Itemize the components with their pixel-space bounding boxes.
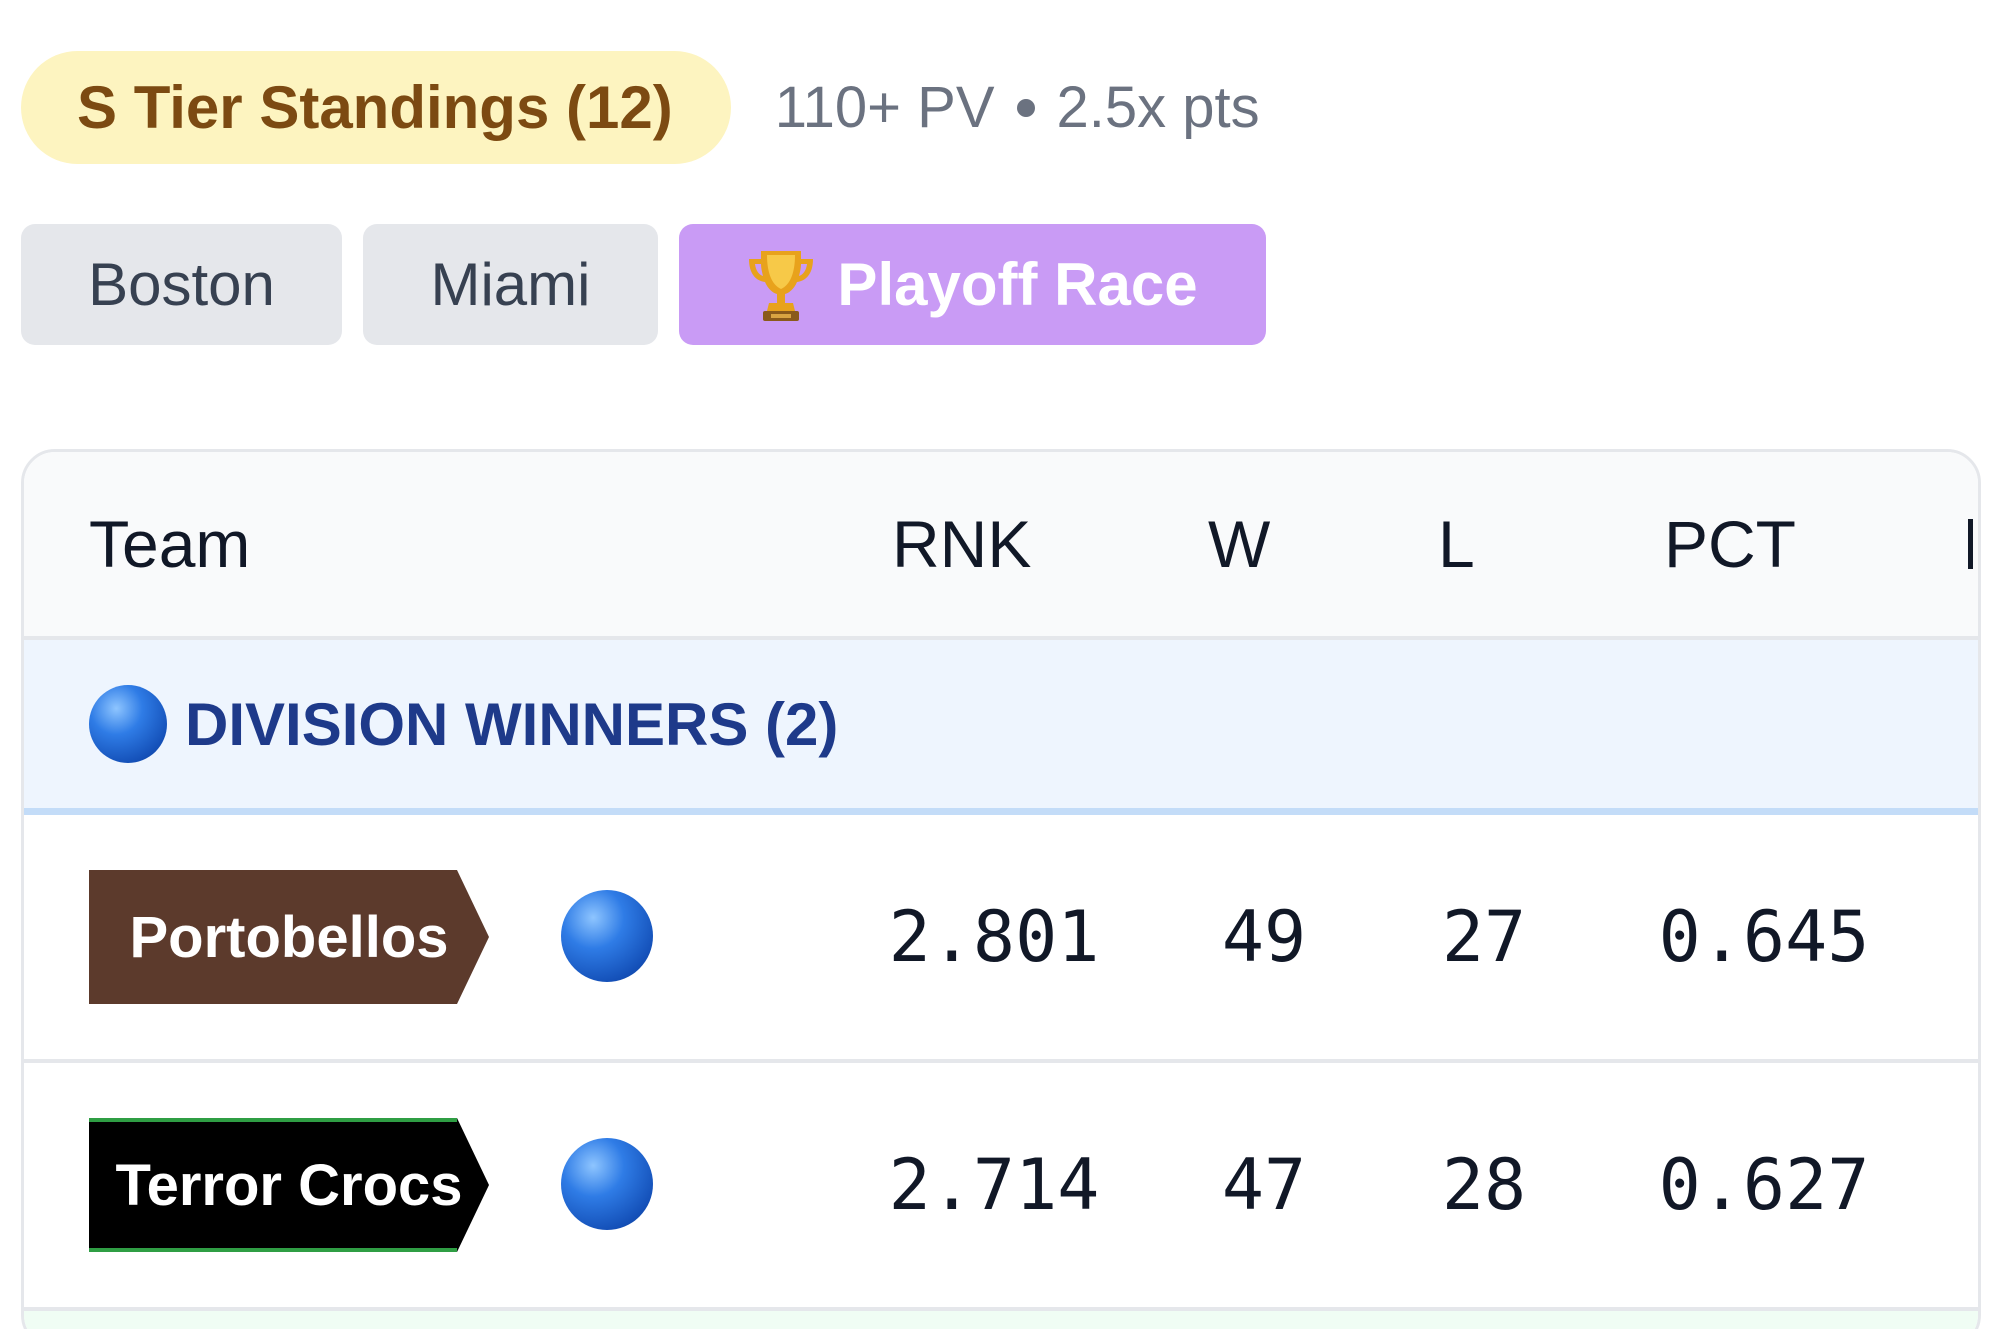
tier-meta-pts: 2.5x pts [1056, 75, 1260, 140]
column-header-pct[interactable]: PCT [1664, 507, 1796, 581]
tab-playoff-race[interactable]: Playoff Race [679, 224, 1266, 345]
cell-pct: 0.645 [1658, 896, 1870, 978]
table-header: Team RNK W L PCT [24, 452, 1978, 640]
view-tabs: Boston Miami Playoff Race [21, 224, 1266, 345]
cell-rnk: 2.714 [888, 1144, 1100, 1226]
tab-playoff-race-label: Playoff Race [837, 251, 1198, 318]
tier-badge-label: S Tier Standings (12) [77, 74, 673, 141]
table-row[interactable]: Portobellos 2.801 49 27 0.645 [24, 815, 1978, 1063]
standings-table: Team RNK W L PCT DIVISION WINNERS (2) Po… [21, 449, 1981, 1329]
blue-circle-icon [561, 1138, 653, 1230]
blue-circle-icon [89, 685, 167, 763]
blue-circle-icon [561, 890, 653, 982]
team-name: Terror Crocs [115, 1152, 463, 1218]
team-tag[interactable]: Portobellos [89, 870, 601, 1004]
tier-meta: 110+ PV 2.5x pts [775, 74, 1260, 141]
standings-header: S Tier Standings (12) 110+ PV 2.5x pts [21, 51, 1260, 164]
trophy-icon [749, 250, 814, 321]
table-row-partial [24, 1311, 1978, 1329]
tab-miami-label: Miami [430, 251, 591, 318]
team-name: Portobellos [129, 904, 449, 970]
column-header-team[interactable]: Team [89, 507, 251, 581]
team-tag-shape [89, 870, 489, 1004]
section-label: DIVISION WINNERS (2) [185, 690, 839, 758]
tab-miami[interactable]: Miami [363, 224, 658, 345]
cell-rnk: 2.801 [888, 896, 1100, 978]
tier-meta-pv: 110+ PV [774, 75, 995, 140]
section-division-winners: DIVISION WINNERS (2) [24, 640, 1978, 815]
column-header-l[interactable]: L [1438, 507, 1475, 581]
cell-w: 49 [1221, 896, 1307, 978]
team-tag-shape [89, 1118, 489, 1252]
team-tag[interactable]: Terror Crocs [89, 1118, 601, 1252]
cell-l: 28 [1441, 1144, 1527, 1226]
table-row[interactable]: Terror Crocs 2.714 47 28 0.627 [24, 1063, 1978, 1311]
column-header-clipped [1968, 519, 1973, 569]
cell-pct: 0.627 [1658, 1144, 1870, 1226]
column-header-w[interactable]: W [1208, 507, 1271, 581]
column-header-rnk[interactable]: RNK [892, 507, 1032, 581]
tab-boston-label: Boston [88, 251, 275, 318]
tier-badge: S Tier Standings (12) [21, 51, 731, 164]
cell-w: 47 [1221, 1144, 1307, 1226]
cell-l: 27 [1441, 896, 1527, 978]
tab-boston[interactable]: Boston [21, 224, 342, 345]
bullet-separator [1016, 98, 1035, 117]
